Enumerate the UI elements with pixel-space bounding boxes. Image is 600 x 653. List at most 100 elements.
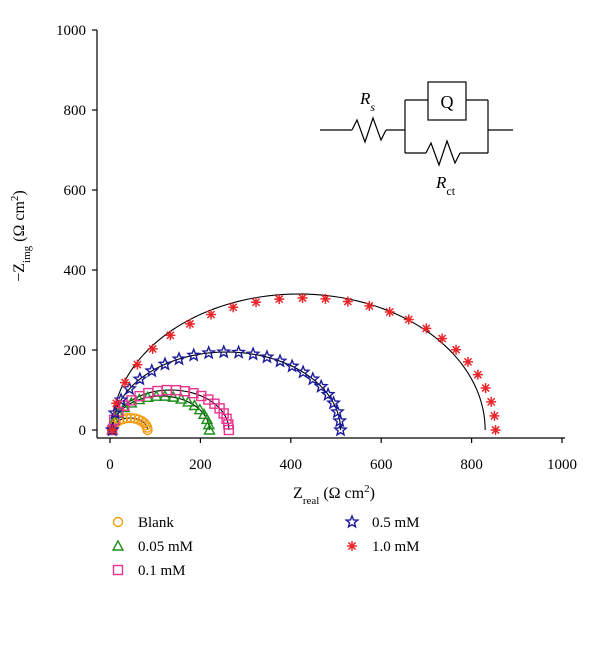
- legend-item: 0.05 mM: [111, 539, 193, 555]
- data-point: [329, 404, 345, 419]
- data-point: [132, 371, 148, 386]
- x-axis-label-sup: 2: [364, 483, 370, 495]
- data-point: [120, 377, 131, 388]
- legend-item: 1.0 mM: [347, 539, 420, 555]
- rs-resistor: [351, 116, 387, 144]
- equivalent-circuit: [320, 81, 513, 167]
- data-point: [305, 371, 321, 386]
- x-tick-label: 200: [189, 457, 212, 473]
- rct-label: Rct: [435, 173, 456, 198]
- legend-marker: [344, 514, 360, 529]
- y-tick-label: 800: [64, 103, 87, 119]
- data-point: [231, 344, 247, 359]
- x-axis-label-unit: (Ω cm: [319, 485, 364, 502]
- legend-label: Blank: [138, 515, 174, 531]
- data-point: [144, 363, 160, 378]
- data-point: [320, 293, 331, 304]
- x-tick-label: 400: [280, 457, 303, 473]
- x-tick-label: 800: [460, 457, 483, 473]
- legend-label: 0.05 mM: [138, 539, 193, 555]
- data-point: [332, 422, 349, 437]
- data-point: [463, 356, 474, 367]
- y-axis-label-main: −Z: [11, 263, 28, 282]
- data-point: [297, 293, 308, 304]
- data-point: [171, 351, 187, 366]
- axis-ticks: 0 200 400 600 800 1000 0 200 400 600 800 1000: [56, 23, 577, 473]
- legend-item: 0.1 mM: [112, 563, 186, 579]
- y-axis-label-sub: img: [21, 245, 33, 263]
- data-point: [223, 424, 235, 436]
- data-point: [228, 302, 239, 313]
- x-tick-label: 600: [370, 457, 393, 473]
- data-point: [157, 356, 173, 371]
- data-point: [133, 393, 146, 405]
- cpe-box: [427, 81, 467, 121]
- data-point: [342, 296, 353, 307]
- data-point: [188, 399, 201, 411]
- data-point: [295, 364, 311, 379]
- data-point: [202, 418, 216, 430]
- data-point: [403, 314, 414, 325]
- data-point: [251, 297, 262, 308]
- legend-marker: [112, 516, 124, 528]
- data-point: [197, 407, 211, 420]
- data-point: [421, 323, 432, 334]
- data-point: [216, 344, 232, 359]
- data-point: [201, 345, 217, 360]
- data-point: [174, 392, 188, 404]
- y-tick-label: 200: [64, 343, 87, 359]
- legend-marker: [111, 539, 125, 551]
- y-tick-label: 1000: [56, 23, 86, 39]
- data-point: [125, 412, 137, 424]
- legend-label: 0.1 mM: [138, 563, 186, 579]
- data-point: [486, 396, 497, 407]
- data-point: [325, 395, 342, 410]
- x-axis-label-main: Z: [293, 485, 303, 502]
- data-point: [203, 423, 216, 435]
- data-point: [284, 358, 300, 373]
- data-point: [107, 405, 123, 420]
- legend-marker: [112, 564, 124, 576]
- rs-label: Rs: [359, 89, 375, 114]
- legend-item: Blank: [112, 515, 174, 531]
- data-point: [480, 383, 491, 394]
- rct-resistor: [425, 139, 461, 167]
- data-point: [364, 300, 375, 311]
- data-point: [107, 425, 118, 435]
- data-point: [196, 390, 207, 402]
- y-tick-label: 0: [79, 423, 87, 439]
- data-point: [221, 413, 232, 425]
- x-tick-label: 0: [106, 457, 114, 473]
- data-point: [132, 359, 143, 370]
- data-point: [489, 410, 500, 421]
- data-point: [147, 343, 158, 354]
- legend-label: 0.5 mM: [372, 515, 420, 531]
- legend-item: 0.5 mM: [344, 514, 420, 531]
- data-point: [472, 369, 483, 380]
- legend-marker: [347, 541, 357, 551]
- data-point: [182, 395, 195, 407]
- data-point: [186, 347, 202, 362]
- data-point: [274, 294, 285, 305]
- data-points: [104, 293, 501, 437]
- data-point: [223, 419, 234, 430]
- x-tick-label: 1000: [547, 457, 577, 473]
- data-point: [245, 346, 261, 361]
- data-point: [218, 408, 229, 419]
- data-point: [259, 349, 275, 364]
- y-axis-label-unit: (Ω cm: [11, 201, 28, 246]
- x-axis-label-close: ): [370, 485, 375, 502]
- legend: Blank 0.05 mM 0.1 mM 0.5 mM 1.0 mM: [111, 514, 420, 579]
- data-point: [490, 425, 501, 435]
- data-point: [384, 306, 395, 317]
- y-axis-label: −Zimg (Ω cm2): [9, 190, 33, 282]
- data-point: [119, 400, 130, 411]
- data-point: [184, 318, 195, 329]
- data-point: [188, 388, 199, 399]
- legend-label: 1.0 mM: [372, 539, 420, 555]
- data-point: [437, 333, 448, 344]
- x-axis-label-sub: real: [303, 495, 319, 507]
- y-axis-label-sup: 2: [9, 196, 21, 202]
- data-point: [313, 378, 329, 393]
